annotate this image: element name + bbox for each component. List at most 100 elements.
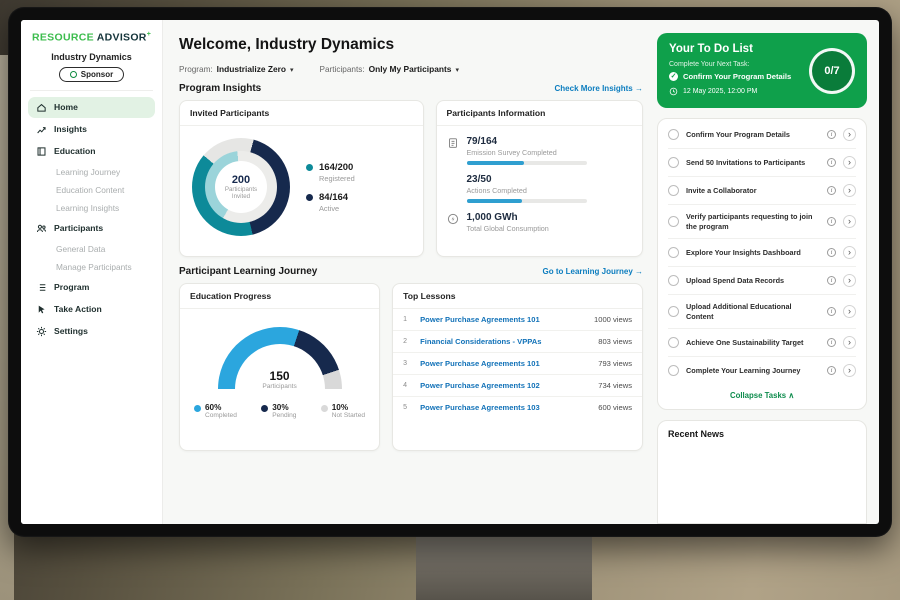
sidebar-item-education-content[interactable]: Education Content bbox=[56, 184, 125, 195]
task-label: Upload Spend Data Records bbox=[686, 276, 785, 286]
right-panel: Your To Do List 0/7 Complete Your Next T… bbox=[657, 20, 879, 524]
chevron-right-icon[interactable]: › bbox=[843, 128, 856, 142]
sponsor-icon bbox=[69, 70, 77, 78]
todo-next-task[interactable]: ✓ Confirm Your Program Details bbox=[669, 72, 792, 82]
gauge-legend: 60% Completed 30% Pending bbox=[190, 395, 369, 419]
sponsor-badge[interactable]: Sponsor bbox=[58, 66, 125, 82]
recent-news-card: Recent News bbox=[657, 420, 867, 524]
cursor-icon bbox=[38, 305, 45, 313]
monitor-stand bbox=[416, 532, 592, 600]
todo-task-row[interactable]: Send 50 Invitations to Participants i › bbox=[668, 149, 856, 178]
task-checkbox[interactable] bbox=[668, 275, 679, 287]
legend-label: Completed bbox=[205, 412, 237, 419]
info-icon[interactable]: i bbox=[827, 217, 836, 227]
invited-donut-chart: 200 Participants Invited bbox=[192, 138, 290, 236]
collapse-tasks-link[interactable]: Collapse Tasks ∧ bbox=[729, 391, 795, 401]
lesson-link[interactable]: Power Purchase Agreements 103 bbox=[420, 403, 540, 412]
sidebar-item-program[interactable]: Program bbox=[28, 277, 155, 298]
todo-task-row[interactable]: Complete Your Learning Journey i › bbox=[668, 357, 856, 384]
task-checkbox[interactable] bbox=[668, 306, 679, 318]
sidebar-item-learning-journey[interactable]: Learning Journey bbox=[56, 166, 121, 177]
chevron-right-icon[interactable]: › bbox=[843, 274, 856, 288]
info-icon[interactable]: i bbox=[827, 338, 836, 348]
info-icon[interactable]: i bbox=[827, 307, 836, 317]
chevron-right-icon[interactable]: › bbox=[843, 184, 856, 198]
sidebar-item-take-action[interactable]: Take Action bbox=[28, 299, 155, 320]
lesson-link[interactable]: Financial Considerations - VPPAs bbox=[420, 337, 542, 346]
task-checkbox[interactable] bbox=[668, 247, 679, 259]
check-more-insights-link[interactable]: Check More Insights → bbox=[554, 84, 643, 93]
todo-task-row[interactable]: Verify participants requesting to join t… bbox=[668, 205, 856, 240]
info-icon[interactable]: i bbox=[827, 130, 836, 140]
org-name: Industry Dynamics bbox=[51, 51, 132, 62]
logo-secondary: ADVISOR bbox=[96, 31, 147, 44]
gauge-legend-item: 60% Completed bbox=[194, 403, 237, 419]
chevron-right-icon[interactable]: › bbox=[843, 156, 856, 170]
donut-center-label: Participants Invited bbox=[224, 185, 258, 200]
lesson-row: 4 Power Purchase Agreements 102 734 view… bbox=[393, 375, 642, 397]
stat-label: Total Global Consumption bbox=[466, 224, 549, 233]
todo-task-row[interactable]: Upload Spend Data Records i › bbox=[668, 267, 856, 296]
lesson-rank: 1 bbox=[403, 316, 408, 323]
chevron-right-icon[interactable]: › bbox=[843, 364, 856, 378]
donut-center-value: 200 bbox=[231, 173, 251, 186]
task-checkbox[interactable] bbox=[668, 365, 679, 377]
task-label: Send 50 Invitations to Participants bbox=[686, 158, 806, 168]
sidebar-item-education[interactable]: Education bbox=[28, 141, 155, 162]
participants-filter[interactable]: Participants: Only My Participants ▾ bbox=[320, 64, 459, 74]
task-checkbox[interactable] bbox=[668, 185, 679, 197]
todo-progress-value: 0/7 bbox=[824, 65, 840, 77]
sidebar-item-learning-insights[interactable]: Learning Insights bbox=[56, 202, 120, 213]
lesson-views: 600 views bbox=[598, 403, 632, 412]
info-bar-fill-1 bbox=[466, 199, 522, 203]
legend-pct: 10% bbox=[331, 403, 349, 412]
sidebar-item-participants[interactable]: Participants bbox=[28, 218, 155, 239]
sidebar-item-settings[interactable]: Settings bbox=[28, 321, 155, 342]
info-icon[interactable]: i bbox=[827, 186, 836, 196]
sidebar-item-insights[interactable]: Insights bbox=[28, 119, 155, 140]
legend-dot bbox=[261, 405, 269, 412]
todo-task-row[interactable]: Explore Your Insights Dashboard i › bbox=[668, 239, 856, 268]
stat-label: Actions Completed bbox=[466, 186, 527, 195]
sidebar-nav: Home Insights Education Learning Journey… bbox=[28, 96, 155, 342]
todo-task-row[interactable]: Upload Additional Educational Content i … bbox=[668, 295, 856, 330]
recent-news-title: Recent News bbox=[668, 429, 725, 440]
stat-value: 79/164 bbox=[466, 136, 498, 147]
task-checkbox[interactable] bbox=[668, 129, 679, 141]
info-icon[interactable]: i bbox=[827, 158, 836, 168]
top-lessons-card: Top Lessons 1 Power Purchase Agreements … bbox=[392, 283, 643, 451]
lesson-link[interactable]: Power Purchase Agreements 102 bbox=[420, 381, 540, 390]
lesson-link[interactable]: Power Purchase Agreements 101 bbox=[420, 315, 540, 324]
chevron-right-icon[interactable]: › bbox=[843, 336, 856, 350]
task-label: Explore Your Insights Dashboard bbox=[686, 248, 801, 258]
go-to-learning-journey-link[interactable]: Go to Learning Journey → bbox=[542, 267, 643, 276]
task-checkbox[interactable] bbox=[668, 216, 679, 228]
todo-task-row[interactable]: Invite a Collaborator i › bbox=[668, 177, 856, 206]
sidebar-item-manage-participants[interactable]: Manage Participants bbox=[56, 261, 132, 272]
sidebar-item-general-data[interactable]: General Data bbox=[56, 243, 106, 254]
lessons-list: 1 Power Purchase Agreements 101 1000 vie… bbox=[393, 309, 642, 418]
todo-next-task-time: 12 May 2025, 12:00 PM bbox=[669, 87, 855, 96]
task-label: Complete Your Learning Journey bbox=[686, 366, 801, 376]
monitor-bezel: RESOURCE ADVISOR+ Industry Dynamics Spon… bbox=[8, 7, 892, 537]
info-icon[interactable]: i bbox=[827, 366, 836, 376]
task-checkbox[interactable] bbox=[668, 157, 679, 169]
invited-card-title: Invited Participants bbox=[180, 101, 423, 126]
chevron-right-icon[interactable]: › bbox=[843, 215, 856, 229]
lesson-link[interactable]: Power Purchase Agreements 101 bbox=[420, 359, 540, 368]
chevron-right-icon[interactable]: › bbox=[843, 246, 856, 260]
chevron-right-icon[interactable]: › bbox=[843, 305, 856, 319]
todo-task-row[interactable]: Confirm Your Program Details i › bbox=[668, 121, 856, 150]
todo-task-row[interactable]: Achieve One Sustainability Target i › bbox=[668, 329, 856, 358]
task-checkbox[interactable] bbox=[668, 337, 679, 349]
gauge-center-value: 150 bbox=[269, 369, 290, 383]
legend-label: Pending bbox=[272, 412, 297, 419]
todo-subtitle: Complete Your Next Task: bbox=[669, 61, 750, 68]
program-filter[interactable]: Program: Industrialize Zero ▾ bbox=[179, 64, 294, 74]
learning-journey-title: Participant Learning Journey bbox=[179, 266, 318, 277]
sidebar-item-home[interactable]: Home bbox=[28, 96, 155, 118]
info-icon[interactable]: i bbox=[827, 248, 836, 258]
info-icon[interactable]: i bbox=[827, 276, 836, 286]
program-insights-title: Program Insights bbox=[179, 83, 262, 94]
lesson-rank: 5 bbox=[403, 404, 408, 411]
